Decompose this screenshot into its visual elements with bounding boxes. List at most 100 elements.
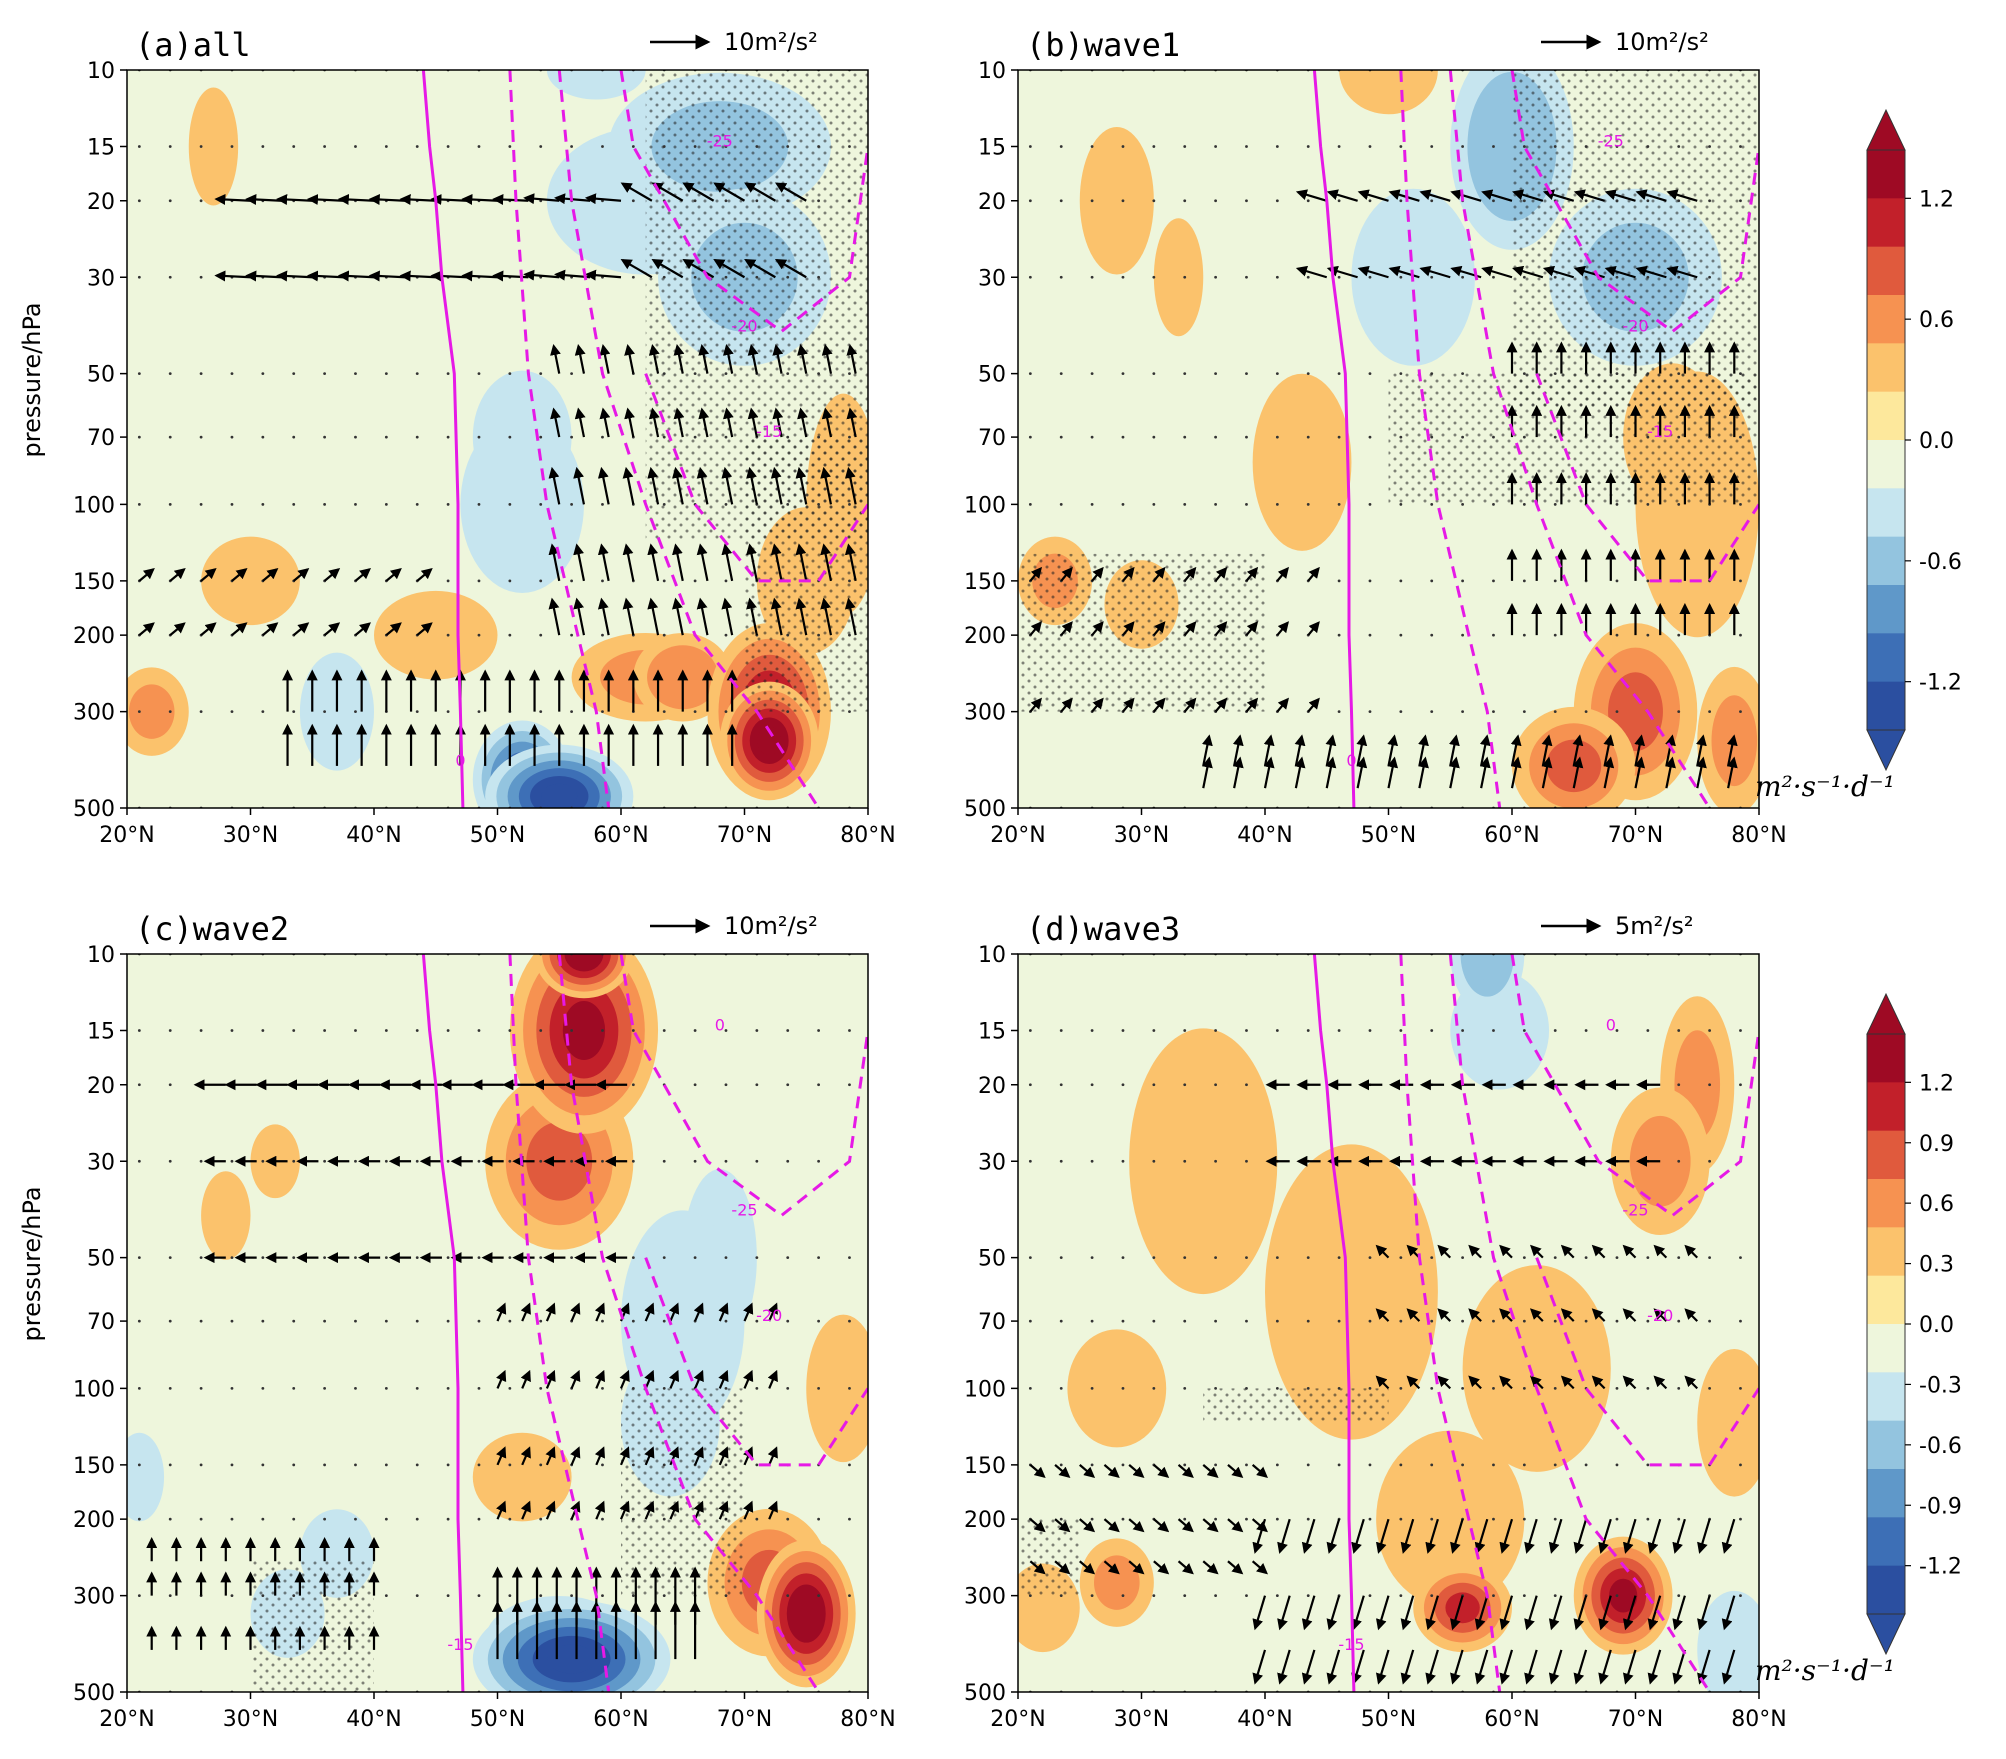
plot-area: 0 -15 -20 -25 <box>1018 70 1759 808</box>
shading-region <box>1711 695 1758 787</box>
flux-vector <box>1202 1464 1219 1479</box>
grid-dot <box>848 1083 851 1087</box>
flux-vector <box>1251 1560 1268 1575</box>
grid-dot <box>1522 579 1526 583</box>
flux-vector <box>1060 697 1073 713</box>
grid-dot <box>724 1594 728 1598</box>
grid-dot <box>1059 1517 1063 1521</box>
grid-dot <box>323 145 326 148</box>
grid-dot <box>446 710 450 714</box>
grid-dot <box>570 372 573 376</box>
grid-dot <box>1337 633 1341 637</box>
flux-vector <box>1307 566 1320 582</box>
contour-label: 0 <box>1346 751 1356 770</box>
y-tick-label: 20 <box>87 190 115 215</box>
y-tick-label: 70 <box>87 426 115 451</box>
flux-vector <box>682 182 715 202</box>
grid-dot <box>137 275 141 279</box>
grid-dot <box>1368 372 1372 376</box>
grid-dot <box>1275 435 1279 439</box>
flux-vector <box>743 1500 754 1520</box>
grid-dot <box>1553 1029 1557 1032</box>
panel-c: -15 -20 -25 0 10 15 20 30 50 70 100 150 200 300 50020°… <box>18 910 896 1732</box>
y-tick-label: 10 <box>87 943 115 968</box>
grid-dot <box>1522 275 1526 279</box>
grid-dot <box>137 1319 141 1323</box>
grid-dot <box>1028 275 1032 279</box>
flux-vector <box>1524 1595 1538 1631</box>
flux-vector <box>795 597 808 636</box>
grid-dot <box>755 1319 759 1323</box>
grid-dot <box>168 1083 172 1087</box>
shading-region <box>1079 126 1154 275</box>
grid-dot <box>1492 579 1495 583</box>
flux-vector <box>647 466 660 505</box>
grid-dot <box>1430 1319 1434 1323</box>
flux-vector <box>1697 1595 1711 1631</box>
flux-vector <box>1183 566 1197 582</box>
grid-dot <box>1245 1594 1248 1598</box>
flux-vector <box>1091 621 1104 636</box>
shading-region <box>1462 1265 1611 1472</box>
grid-dot <box>1183 1159 1187 1163</box>
grid-dot <box>1492 1517 1495 1521</box>
grid-dot <box>539 145 543 148</box>
flux-vector <box>1294 756 1306 789</box>
flux-vector <box>1295 265 1328 279</box>
grid-dot <box>1739 1319 1742 1323</box>
flux-vector <box>1530 1375 1544 1390</box>
flux-vector <box>245 270 282 282</box>
grid-dot <box>137 1386 141 1390</box>
grid-dot <box>1183 145 1187 148</box>
grid-dot <box>323 1319 326 1323</box>
flux-vector <box>1635 189 1667 202</box>
grid-dot <box>384 1463 388 1467</box>
colorbar-tick-label: -0.3 <box>1919 1373 1962 1398</box>
grid-dot <box>1368 199 1372 203</box>
grid-dot <box>1615 435 1619 439</box>
grid-dot <box>1368 1386 1372 1390</box>
flux-vector <box>721 543 734 582</box>
flux-vector <box>276 270 313 282</box>
flux-vector <box>368 194 405 205</box>
flux-vector <box>1622 1595 1637 1631</box>
grid-dot <box>1646 435 1650 439</box>
panel-title: (d)wave3 <box>1026 910 1180 948</box>
grid-dot <box>354 1594 357 1598</box>
grid-dot <box>292 1256 296 1260</box>
grid-dot <box>1059 1463 1063 1467</box>
flux-vector <box>399 270 436 282</box>
grid-dot <box>1522 1386 1526 1390</box>
grid-dot <box>1646 579 1650 583</box>
grid-dot <box>848 1463 851 1467</box>
grid-dot <box>323 372 326 376</box>
grid-dot <box>1461 1319 1464 1323</box>
flux-vector <box>1232 756 1244 789</box>
flux-vector <box>1122 621 1135 636</box>
flux-vector <box>721 466 734 505</box>
flux-vector <box>1029 621 1043 636</box>
flux-vector <box>1251 1464 1268 1479</box>
flux-vector <box>200 567 217 582</box>
flux-vector <box>1227 1518 1244 1533</box>
grid-dot <box>755 199 759 203</box>
flux-vector <box>644 1369 655 1389</box>
flux-vector <box>262 567 279 582</box>
flux-vector <box>306 270 344 282</box>
flux-vector <box>1029 1518 1046 1533</box>
flux-vector <box>651 182 684 202</box>
flux-vector <box>597 543 610 582</box>
grid-dot <box>1430 275 1434 279</box>
grid-dot <box>168 1517 172 1521</box>
grid-dot <box>1028 1256 1032 1260</box>
grid-dot <box>1183 1386 1187 1390</box>
flux-vector <box>1202 1560 1219 1575</box>
grid-dot <box>631 199 635 203</box>
flux-vector <box>368 270 405 282</box>
grid-dot <box>1677 275 1681 279</box>
grid-dot <box>1399 710 1403 714</box>
flux-vector <box>1029 566 1043 582</box>
colorbar-segment <box>1867 1275 1905 1325</box>
grid-dot <box>1553 633 1557 637</box>
grid-dot <box>1646 1256 1650 1260</box>
